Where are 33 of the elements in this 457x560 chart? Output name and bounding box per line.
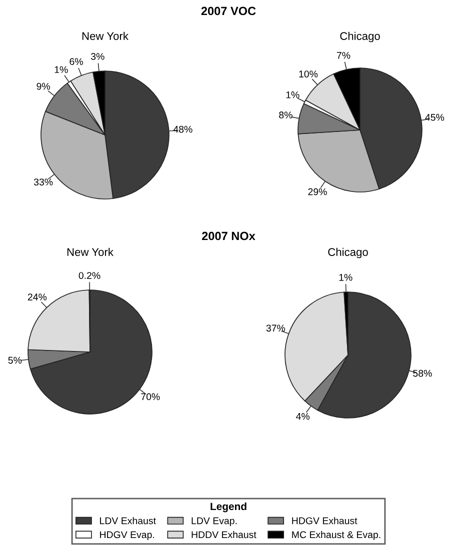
data-label: 48%: [173, 126, 192, 133]
data-label: 9%: [36, 82, 50, 90]
data-label: 0.2%: [78, 272, 100, 279]
chart-title: New York: [67, 248, 114, 256]
data-label: 1%: [54, 66, 68, 73]
chart-title: Chicago: [328, 248, 368, 258]
data-label: 29%: [308, 188, 327, 196]
legend-title: Legend: [210, 502, 246, 512]
data-label: 70%: [141, 393, 160, 400]
data-label: 5%: [8, 356, 22, 364]
data-label: 4%: [296, 412, 310, 420]
data-label: 7%: [336, 52, 350, 59]
data-label: 24%: [28, 294, 47, 300]
data-label: 37%: [266, 324, 286, 332]
data-label: 3%: [90, 52, 104, 60]
legend-label: MC Exhaust & Evap.: [292, 530, 380, 540]
text: 2007 VOC: [201, 6, 256, 16]
chart-title: Chicago: [340, 32, 380, 42]
data-label: 33%: [34, 178, 53, 186]
legend-label: LDV Evap.: [192, 517, 237, 526]
legend-label: HDGV Evap.: [100, 531, 154, 540]
data-label: 1%: [286, 91, 300, 98]
data-label: 1%: [339, 274, 352, 281]
legend-label: HDGV Exhaust: [292, 517, 358, 524]
legend-label: LDV Exhaust: [100, 517, 156, 524]
data-label: 8%: [279, 112, 292, 118]
data-label: 6%: [70, 58, 83, 66]
data-label: 58%: [413, 370, 432, 377]
legend-label: HDDV Exhaust: [192, 530, 256, 538]
data-label: 10%: [299, 70, 318, 78]
chart-title: New York: [82, 32, 128, 40]
text: 2007 NOx: [202, 232, 256, 240]
data-label: 45%: [425, 114, 444, 121]
